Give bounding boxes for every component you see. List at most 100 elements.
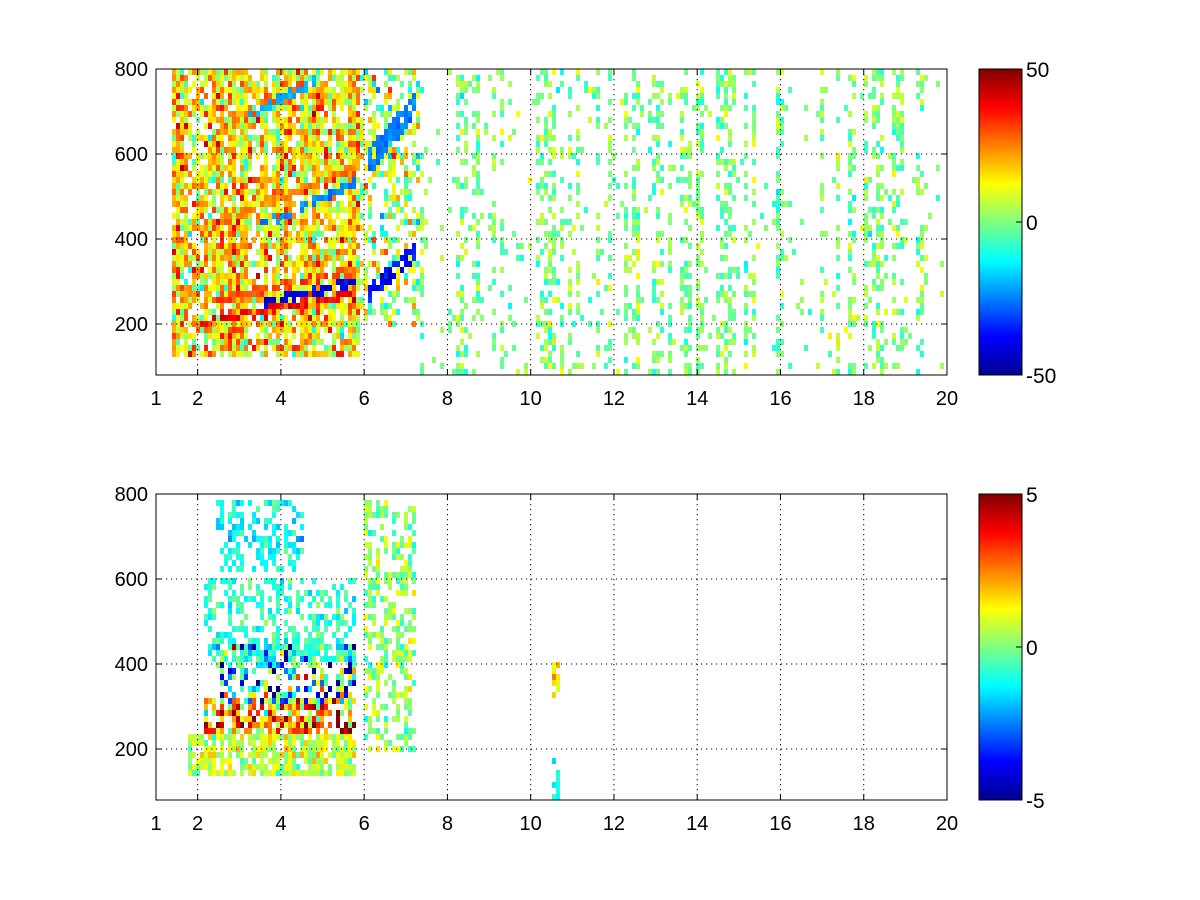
heatmap-cell [408, 231, 412, 237]
heatmap-cell [228, 135, 232, 141]
heatmap-cell [848, 333, 852, 339]
heatmap-cell [284, 291, 288, 297]
heatmap-cell [232, 524, 236, 530]
heatmap-cell [176, 141, 180, 147]
heatmap-cell [352, 261, 356, 267]
heatmap-cell [408, 219, 412, 225]
heatmap-cell [212, 81, 216, 87]
heatmap-cell [280, 165, 284, 171]
heatmap-cell [844, 327, 848, 333]
heatmap-cell [696, 285, 700, 291]
heatmap-cell [292, 237, 296, 243]
heatmap-cell [224, 315, 228, 321]
heatmap-cell [268, 303, 272, 309]
heatmap-cell [336, 674, 340, 680]
heatmap-cell [220, 261, 224, 267]
heatmap-cell [668, 183, 672, 189]
heatmap-cell [472, 111, 476, 117]
heatmap-cell [192, 297, 196, 303]
heatmap-cell [336, 596, 340, 602]
heatmap-cell [224, 249, 228, 255]
heatmap-cell [608, 231, 612, 237]
heatmap-cell [476, 147, 480, 153]
heatmap-cell [320, 752, 324, 758]
heatmap-cell [412, 129, 416, 135]
heatmap-cell [596, 291, 600, 297]
heatmap-cell [208, 231, 212, 237]
heatmap-cell [228, 710, 232, 716]
heatmap-cell [404, 590, 408, 596]
heatmap-cell [568, 93, 572, 99]
heatmap-cell [184, 129, 188, 135]
heatmap-cell [516, 243, 520, 249]
heatmap-cell [404, 644, 408, 650]
heatmap-cell [248, 189, 252, 195]
heatmap-cell [384, 99, 388, 105]
heatmap-cell [252, 752, 256, 758]
heatmap-cell [556, 279, 560, 285]
heatmap-cell [196, 740, 200, 746]
heatmap-cell [260, 309, 264, 315]
heatmap-cell [284, 650, 288, 656]
heatmap-cell [348, 99, 352, 105]
heatmap-cell [820, 195, 824, 201]
heatmap-cell [364, 542, 368, 548]
heatmap-cell [372, 183, 376, 189]
heatmap-cell [176, 75, 180, 81]
heatmap-cell [228, 668, 232, 674]
heatmap-cell [876, 357, 880, 363]
heatmap-cell [188, 231, 192, 237]
heatmap-cell [720, 105, 724, 111]
heatmap-cell [284, 99, 288, 105]
heatmap-cell [488, 225, 492, 231]
heatmap-cell [252, 345, 256, 351]
heatmap-cell [728, 231, 732, 237]
heatmap-cell [232, 147, 236, 153]
x-tick-label: 12 [603, 388, 625, 410]
heatmap-cell [272, 764, 276, 770]
heatmap-cell [280, 345, 284, 351]
heatmap-cell [316, 758, 320, 764]
heatmap-cell [232, 177, 236, 183]
heatmap-cell [236, 740, 240, 746]
heatmap-cell [240, 105, 244, 111]
heatmap-cell [348, 578, 352, 584]
heatmap-cell [352, 752, 356, 758]
heatmap-cell [292, 225, 296, 231]
heatmap-cell [560, 219, 564, 225]
heatmap-cell [352, 219, 356, 225]
heatmap-cell [260, 548, 264, 554]
heatmap-cell [376, 171, 380, 177]
heatmap-cell [316, 99, 320, 105]
heatmap-cell [300, 728, 304, 734]
heatmap-cell [716, 363, 720, 369]
heatmap-cell [408, 195, 412, 201]
heatmap-cell [232, 740, 236, 746]
heatmap-cell [868, 207, 872, 213]
heatmap-cell [204, 315, 208, 321]
heatmap-cell [372, 261, 376, 267]
heatmap-cell [220, 273, 224, 279]
heatmap-cell [320, 297, 324, 303]
heatmap-cell [880, 213, 884, 219]
heatmap-cell [240, 207, 244, 213]
heatmap-cell [356, 267, 360, 273]
heatmap-cell [920, 105, 924, 111]
heatmap-cell [264, 560, 268, 566]
heatmap-cell [652, 183, 656, 189]
heatmap-cell [192, 99, 196, 105]
heatmap-cell [328, 105, 332, 111]
heatmap-cell [896, 309, 900, 315]
heatmap-cell [704, 267, 708, 273]
heatmap-cell [252, 512, 256, 518]
heatmap-cell [340, 177, 344, 183]
heatmap-cell [732, 369, 736, 375]
heatmap-cell [492, 165, 496, 171]
heatmap-cell [560, 363, 564, 369]
heatmap-cell [288, 710, 292, 716]
heatmap-cell [328, 153, 332, 159]
heatmap-cell [864, 315, 868, 321]
heatmap-cell [300, 614, 304, 620]
heatmap-cell [700, 135, 704, 141]
heatmap-cell [180, 93, 184, 99]
